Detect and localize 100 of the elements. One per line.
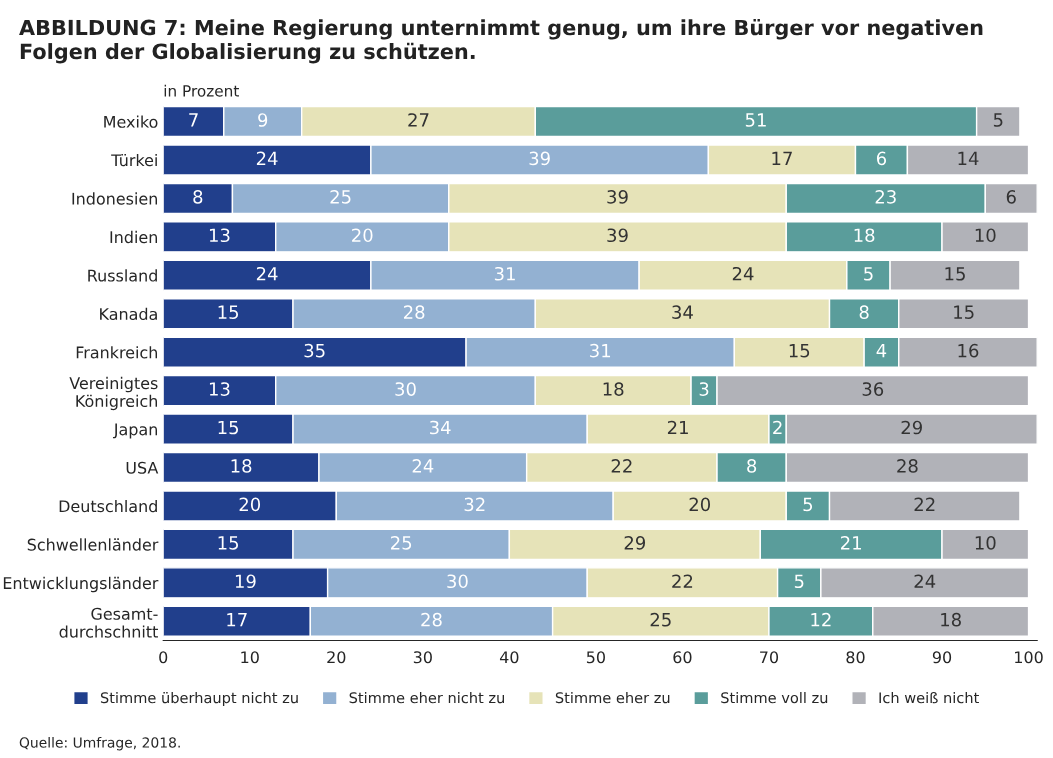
- y-tick-label: Japan: [112, 423, 157, 439]
- data-label: 15: [218, 536, 239, 550]
- data-label: 28: [897, 459, 918, 473]
- x-tick-label: 30: [413, 651, 432, 664]
- data-label: 31: [494, 266, 515, 281]
- y-tick-label: Gesamt- durchschnitt: [59, 607, 158, 638]
- y-tick-label: Vereinigtes Königreich: [69, 376, 158, 411]
- data-label: 9: [258, 113, 268, 127]
- x-tick-label: 60: [673, 651, 692, 664]
- data-label: 8: [859, 305, 869, 319]
- data-label: 36: [862, 382, 884, 396]
- data-label: 13: [209, 382, 230, 396]
- data-label: 24: [914, 574, 936, 588]
- data-label: 20: [352, 228, 373, 243]
- x-tick-label: 90: [932, 651, 952, 664]
- data-label: 5: [864, 267, 873, 281]
- data-label: 30: [447, 574, 468, 589]
- data-label: 30: [395, 382, 416, 396]
- x-tick-label: 40: [499, 651, 519, 664]
- x-tick-label: 100: [1015, 651, 1043, 664]
- data-label: 35: [304, 343, 325, 358]
- data-label: 5: [993, 113, 1003, 127]
- data-label: 20: [689, 497, 711, 512]
- data-label: 39: [607, 228, 628, 243]
- data-label: 28: [421, 612, 442, 627]
- data-label: 15: [218, 305, 239, 319]
- data-label: 10: [975, 228, 996, 243]
- source-note: Quelle: Umfrage, 2018.: [19, 736, 180, 751]
- data-label: 2: [773, 420, 782, 435]
- x-tick-label: 50: [586, 651, 605, 664]
- legend-label: Stimme voll zu: [721, 691, 828, 704]
- x-tick-label: 70: [760, 651, 779, 664]
- y-tick-label: Kanada: [100, 307, 157, 321]
- data-label: 15: [954, 305, 974, 319]
- y-tick-label: Deutschland: [59, 499, 157, 513]
- data-label: 5: [803, 497, 813, 512]
- data-label: 29: [624, 535, 646, 550]
- data-label: 15: [218, 420, 239, 435]
- x-tick-label: 20: [327, 651, 346, 664]
- data-label: 34: [430, 420, 451, 435]
- x-tick-label: 10: [241, 651, 259, 664]
- data-label: 18: [854, 228, 875, 243]
- data-label: 31: [590, 343, 611, 358]
- data-label: 22: [672, 574, 693, 588]
- y-tick-label: Türkei: [111, 153, 157, 167]
- data-label: 17: [227, 613, 247, 627]
- data-label: 3: [699, 382, 709, 396]
- data-label: 7: [189, 113, 198, 127]
- legend-label: Ich weiß nicht: [879, 691, 979, 704]
- y-tick-label: Schwellenländer: [27, 538, 159, 551]
- data-label: 5: [794, 574, 804, 589]
- data-label: 25: [650, 612, 671, 627]
- y-tick-label: USA: [126, 461, 159, 474]
- data-label: 23: [875, 190, 896, 204]
- data-label: 12: [811, 612, 831, 627]
- data-label: 24: [412, 459, 434, 473]
- y-tick-label: Mexiko: [104, 115, 158, 128]
- data-label: 10: [975, 535, 996, 550]
- data-label: 21: [840, 535, 861, 550]
- data-label: 25: [330, 190, 351, 204]
- data-label: 14: [958, 151, 979, 165]
- data-label: 29: [901, 420, 922, 435]
- x-tick-label: 0: [159, 651, 168, 664]
- data-label: 51: [745, 113, 766, 127]
- data-label: 24: [732, 266, 754, 281]
- data-label: 6: [876, 151, 887, 166]
- data-label: 25: [391, 535, 412, 550]
- x-tick-label: 80: [846, 651, 865, 664]
- data-label: 15: [789, 344, 810, 358]
- data-label: 6: [1006, 190, 1016, 204]
- y-tick-label: Entwicklungsländer: [3, 576, 159, 593]
- data-label: 39: [529, 151, 550, 166]
- y-tick-label: Indonesien: [72, 192, 157, 205]
- data-label: 32: [464, 497, 485, 512]
- data-label: 21: [667, 420, 688, 435]
- y-tick-label: Russland: [88, 269, 157, 282]
- data-label: 8: [747, 459, 757, 473]
- data-label: 19: [235, 574, 256, 589]
- data-label: 24: [256, 266, 278, 281]
- chart-title: ABBILDUNG 7: Meine Regierung unternimmt genug, um ihre Bürger vor negativen Folgen der Globalisierung zu schützen.: [19, 18, 983, 64]
- data-label: 20: [239, 497, 261, 512]
- data-label: 28: [404, 305, 425, 319]
- data-label: 18: [941, 612, 961, 627]
- data-label: 8: [193, 190, 203, 204]
- legend-label: Stimme eher zu: [555, 691, 670, 704]
- y-tick-label: Indien: [110, 230, 157, 244]
- data-label: 27: [408, 113, 429, 127]
- data-label: 39: [607, 190, 628, 204]
- data-label: 18: [231, 459, 252, 473]
- data-label: 22: [914, 497, 935, 511]
- y-tick-label: Frankreich: [76, 346, 157, 359]
- data-label: 18: [603, 382, 624, 396]
- legend-label: Stimme überhaupt nicht zu: [100, 691, 298, 707]
- data-label: 17: [772, 151, 792, 165]
- data-label: 16: [958, 343, 979, 358]
- data-label: 24: [256, 151, 278, 165]
- data-label: 13: [209, 228, 230, 243]
- data-label: 4: [876, 344, 887, 358]
- data-label: 22: [611, 459, 632, 473]
- y-axis-title: in Prozent: [164, 84, 239, 97]
